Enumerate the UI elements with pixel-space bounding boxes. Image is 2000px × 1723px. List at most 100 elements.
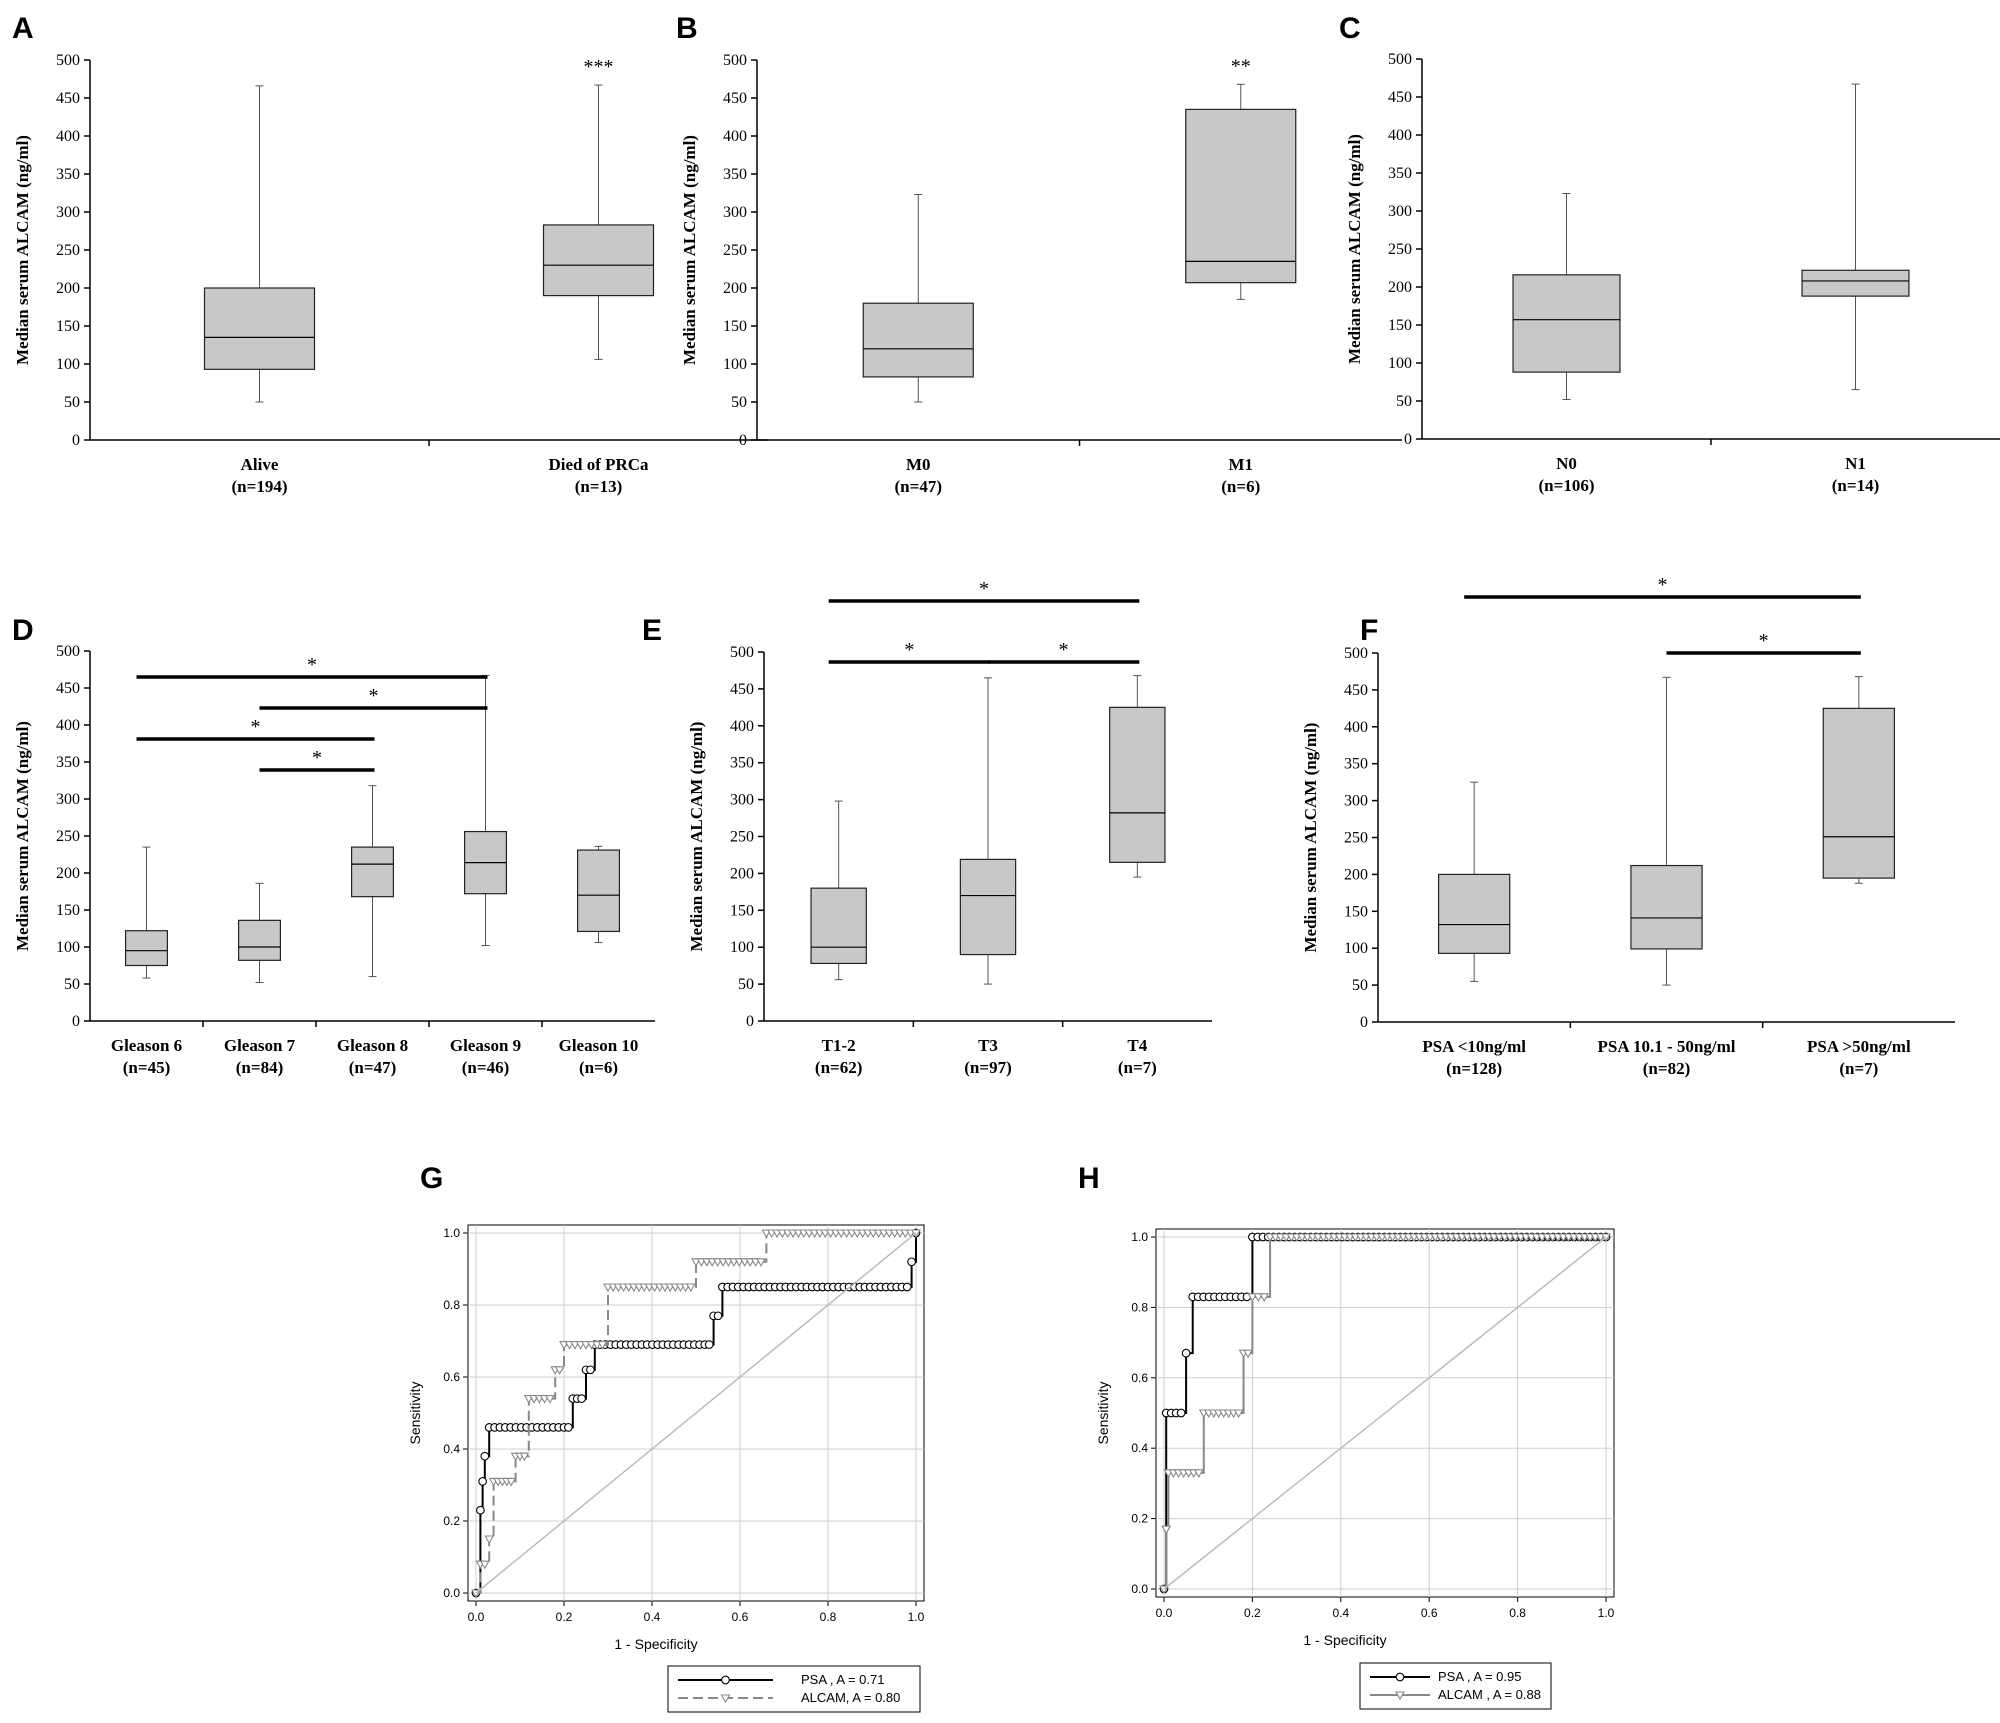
y-tick-label: 0.4 bbox=[1131, 1441, 1148, 1455]
y-tick-label: 0 bbox=[1360, 1014, 1368, 1031]
category-label: T1-2 bbox=[822, 1036, 856, 1055]
box-0 bbox=[1512, 274, 1621, 373]
category-n-label: (n=45) bbox=[123, 1058, 170, 1077]
y-tick-label: 50 bbox=[1352, 977, 1368, 994]
y-tick-label: 300 bbox=[723, 204, 747, 221]
curve-point-marker bbox=[756, 1258, 766, 1267]
y-tick-label: 350 bbox=[1388, 165, 1412, 182]
x-tick-label: 0.8 bbox=[1509, 1606, 1526, 1620]
y-tick-label: 400 bbox=[1388, 127, 1412, 144]
y-tick-label: 1.0 bbox=[1131, 1230, 1148, 1244]
y-tick-label: 400 bbox=[723, 128, 747, 145]
category-label: PSA <10ng/ml bbox=[1422, 1037, 1526, 1056]
category-label: N1 bbox=[1845, 454, 1866, 473]
significance-bracket-label: * bbox=[312, 747, 322, 769]
y-tick-label: 150 bbox=[723, 318, 747, 335]
y-tick-label: 350 bbox=[56, 166, 80, 183]
category-label: M0 bbox=[906, 455, 931, 474]
y-tick-label: 100 bbox=[730, 939, 754, 956]
box-0 bbox=[862, 302, 974, 378]
curve-point-marker bbox=[1243, 1349, 1253, 1359]
significance-bracket-label: * bbox=[1759, 630, 1769, 652]
category-n-label: (n=84) bbox=[236, 1058, 283, 1077]
y-tick-label: 250 bbox=[723, 242, 747, 259]
category-n-label: (n=47) bbox=[895, 477, 942, 496]
box-1 bbox=[1185, 108, 1297, 284]
y-tick-label: 100 bbox=[56, 356, 80, 373]
panel-letter-h: H bbox=[1078, 1162, 1100, 1195]
y-axis-label: Median serum ALCAM (ng/ml) bbox=[680, 135, 699, 365]
x-tick-label: 0.4 bbox=[644, 1610, 661, 1624]
legend-box bbox=[667, 1665, 921, 1713]
category-n-label: (n=128) bbox=[1446, 1059, 1502, 1078]
y-tick-label: 500 bbox=[1388, 51, 1412, 68]
legend-box bbox=[1359, 1662, 1552, 1710]
y-tick-label: 300 bbox=[56, 204, 80, 221]
legend-entry-label: PSA , A = 0.71 bbox=[801, 1672, 884, 1687]
category-label: M1 bbox=[1228, 455, 1253, 474]
y-tick-label: 0 bbox=[739, 432, 747, 449]
curve-point-marker bbox=[1259, 1293, 1270, 1302]
y-tick-label: 150 bbox=[56, 902, 80, 919]
box-2 bbox=[1109, 706, 1166, 863]
x-tick-label: 0.2 bbox=[556, 1610, 573, 1624]
significance-marker: ** bbox=[1231, 55, 1251, 77]
curve-point-marker bbox=[1193, 1469, 1204, 1478]
series-line-2 bbox=[1163, 1236, 1607, 1590]
y-tick-label: 150 bbox=[1344, 903, 1368, 920]
y-tick-label: 50 bbox=[731, 394, 747, 411]
x-tick-label: 1.0 bbox=[908, 1610, 925, 1624]
category-n-label: (n=7) bbox=[1839, 1059, 1878, 1078]
y-tick-label: 0.0 bbox=[443, 1586, 460, 1600]
category-label: N0 bbox=[1556, 454, 1577, 473]
legend-entry-label: ALCAM, A = 0.80 bbox=[801, 1690, 900, 1705]
y-tick-label: 450 bbox=[723, 90, 747, 107]
box-4 bbox=[576, 849, 621, 933]
y-tick-label: 500 bbox=[730, 644, 754, 661]
curve-point-marker bbox=[519, 1452, 530, 1462]
x-tick-label: 0.6 bbox=[732, 1610, 749, 1624]
y-tick-label: 50 bbox=[738, 976, 754, 993]
category-n-label: (n=97) bbox=[964, 1058, 1011, 1077]
x-tick-label: 0.6 bbox=[1421, 1606, 1438, 1620]
x-tick-label: 0.8 bbox=[820, 1610, 837, 1624]
category-label: Gleason 10 bbox=[559, 1036, 639, 1055]
significance-bracket-label: * bbox=[251, 716, 261, 738]
curve-point-marker bbox=[713, 1311, 723, 1321]
y-tick-label: 400 bbox=[730, 718, 754, 735]
y-tick-label: 0.6 bbox=[443, 1370, 460, 1384]
y-tick-label: 200 bbox=[56, 865, 80, 882]
y-tick-label: 300 bbox=[56, 791, 80, 808]
panel-letter-g: G bbox=[420, 1162, 443, 1195]
curve-point-marker bbox=[577, 1394, 586, 1403]
box-1 bbox=[959, 858, 1017, 956]
curve-point-marker bbox=[554, 1366, 565, 1375]
curve-point-marker bbox=[907, 1257, 916, 1267]
category-n-label: (n=194) bbox=[232, 477, 288, 496]
box-0 bbox=[1437, 873, 1511, 954]
category-label: PSA 10.1 - 50ng/ml bbox=[1598, 1037, 1736, 1056]
significance-bracket-label: * bbox=[307, 654, 317, 676]
panel-letter-a: A bbox=[12, 12, 34, 45]
y-tick-label: 300 bbox=[730, 792, 754, 809]
curve-point-marker bbox=[564, 1423, 573, 1432]
curve-point-marker bbox=[586, 1365, 595, 1375]
x-tick-label: 0.0 bbox=[1156, 1606, 1173, 1620]
legend-entry-label: ALCAM , A = 0.88 bbox=[1438, 1687, 1541, 1702]
y-axis-label: Sensitivity bbox=[407, 1381, 423, 1444]
curve-point-marker bbox=[1181, 1348, 1191, 1358]
curve-point-marker bbox=[1161, 1525, 1172, 1535]
y-axis-label: Sensitivity bbox=[1095, 1381, 1111, 1444]
y-tick-label: 100 bbox=[1388, 355, 1412, 372]
box-1 bbox=[542, 224, 655, 297]
category-n-label: (n=6) bbox=[579, 1058, 618, 1077]
y-tick-label: 350 bbox=[730, 755, 754, 772]
category-label: Gleason 6 bbox=[111, 1036, 182, 1055]
y-tick-label: 50 bbox=[64, 394, 80, 411]
y-tick-label: 150 bbox=[56, 318, 80, 335]
y-axis-label: Median serum ALCAM (ng/ml) bbox=[1345, 134, 1364, 364]
y-axis-label: Median serum ALCAM (ng/ml) bbox=[687, 722, 706, 952]
y-tick-label: 150 bbox=[730, 902, 754, 919]
y-tick-label: 200 bbox=[56, 280, 80, 297]
category-label: T3 bbox=[978, 1036, 998, 1055]
